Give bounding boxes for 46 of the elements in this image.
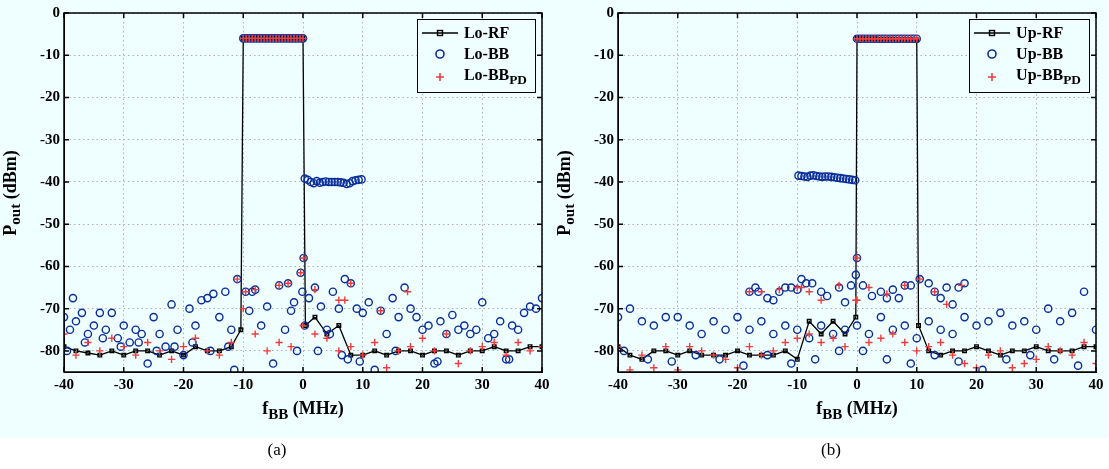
text: (b) bbox=[820, 440, 842, 460]
x-tick-label: -30 bbox=[667, 375, 688, 392]
y-tick-label: -20 bbox=[40, 88, 60, 105]
legend-label: Lo-BB$_{PD}$ bbox=[463, 65, 527, 90]
y-tick-label: -40 bbox=[594, 172, 614, 189]
y-tick-label: -70 bbox=[40, 299, 60, 316]
x-axis-title: f$_{BB}$ (MHz) bbox=[261, 398, 345, 423]
x-tick-label: 30 bbox=[1028, 375, 1044, 392]
legend-label: Up-BB$_{PD}$ bbox=[1016, 65, 1081, 90]
y-tick-label: -40 bbox=[40, 172, 60, 189]
x-tick-label: 10 bbox=[909, 375, 925, 392]
x-tick-label: -20 bbox=[727, 375, 748, 392]
y-tick-label: -50 bbox=[40, 215, 60, 232]
x-tick-label: 40 bbox=[1088, 375, 1104, 392]
y-tick-label: -10 bbox=[594, 46, 614, 63]
y-tick-label: 0 bbox=[606, 3, 614, 20]
x-tick-label: 0 bbox=[853, 375, 861, 392]
x-tick-label: -10 bbox=[787, 375, 808, 392]
x-tick-label: -10 bbox=[233, 375, 254, 392]
y-tick-label: -20 bbox=[594, 88, 614, 105]
x-tick-label: 40 bbox=[534, 375, 550, 392]
x-tick-label: -40 bbox=[54, 375, 74, 392]
x-tick-label: 0 bbox=[299, 375, 307, 392]
legend-label: Lo-RF bbox=[463, 23, 510, 43]
legend-label: Up-RF bbox=[1016, 23, 1064, 43]
y-tick-label: -80 bbox=[594, 341, 614, 358]
x-tick-label: 10 bbox=[355, 375, 371, 392]
y-tick-label: -50 bbox=[594, 215, 614, 232]
y-tick-label: 0 bbox=[52, 3, 60, 20]
x-tick-label: -20 bbox=[173, 375, 194, 392]
y-tick-label: -10 bbox=[40, 46, 60, 63]
y-tick-label: -80 bbox=[40, 341, 60, 358]
y-tick-label: -30 bbox=[594, 130, 614, 147]
x-axis-title: f$_{BB}$ (MHz) bbox=[815, 398, 899, 423]
x-tick-label: 20 bbox=[415, 375, 430, 392]
y-tick-label: -30 bbox=[40, 130, 60, 147]
y-tick-label: -60 bbox=[40, 257, 60, 274]
x-tick-label: 20 bbox=[969, 375, 984, 392]
x-tick-label: -40 bbox=[608, 375, 628, 392]
legend-label: Lo-BB bbox=[463, 44, 510, 64]
y-tick-label: -60 bbox=[594, 257, 614, 274]
x-tick-label: 30 bbox=[474, 375, 490, 392]
y-tick-label: -70 bbox=[594, 299, 614, 316]
text: (a) bbox=[266, 440, 288, 460]
legend-label: Up-BB bbox=[1016, 44, 1064, 64]
x-tick-label: -30 bbox=[113, 375, 134, 392]
